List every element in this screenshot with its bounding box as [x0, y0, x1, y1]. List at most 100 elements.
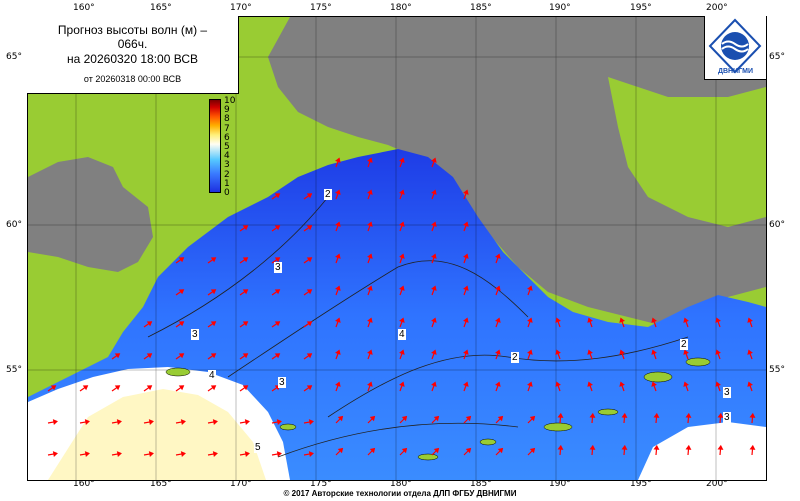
- wave-arrow-head: [244, 419, 250, 425]
- lon-tick-bottom: 175°: [310, 479, 332, 489]
- wave-arrow-head: [306, 257, 313, 263]
- lat-tick-right: 65°: [769, 52, 785, 62]
- title-forecast: Прогноз высоты волн (м) – 066ч.: [27, 23, 238, 51]
- wave-arrow-head: [495, 253, 501, 259]
- colorbar-tick: 10: [224, 96, 236, 106]
- wave-arrow-head: [399, 285, 405, 291]
- wave-arrow-head: [651, 349, 657, 355]
- contour-label: 5: [254, 442, 262, 453]
- colorbar-tick: 9: [224, 105, 230, 116]
- wave-arrow-head: [212, 451, 218, 457]
- wave-arrow-head: [306, 321, 313, 327]
- lon-tick-bottom: 185°: [470, 479, 492, 489]
- lon-tick-top: 200°: [706, 3, 728, 13]
- wave-arrow-head: [399, 157, 405, 163]
- wave-arrow-head: [367, 381, 373, 387]
- wave-arrow-head: [431, 189, 437, 195]
- wave-arrow-head: [529, 415, 536, 422]
- wave-arrow-head: [431, 285, 437, 291]
- lon-tick-top: 175°: [310, 3, 332, 13]
- wave-globe-logo-icon: [708, 18, 762, 74]
- copyright-footer: © 2017 Авторские технологии отдела ДЛП Ф…: [283, 489, 517, 498]
- logo-text: ДВНИГМИ: [718, 68, 753, 75]
- wave-arrow-head: [335, 349, 341, 355]
- wave-arrow-head: [337, 447, 344, 454]
- wave-arrow-head: [212, 419, 218, 425]
- wave-arrow-head: [148, 451, 154, 457]
- wave-arrow-head: [557, 412, 564, 418]
- title-forecast-text: Прогноз высоты волн (м) –: [57, 23, 208, 37]
- wave-arrow-head: [242, 289, 249, 295]
- wave-arrow-head: [367, 221, 373, 227]
- wave-arrow-head: [683, 381, 689, 387]
- wave-arrow-head: [587, 317, 593, 323]
- wave-arrow-head: [146, 353, 153, 359]
- wave-arrow-head: [495, 381, 501, 387]
- title-box: Прогноз высоты волн (м) – 066ч. на 20260…: [27, 16, 239, 94]
- wave-arrow-head: [653, 412, 660, 418]
- contour-label: 4: [398, 329, 406, 340]
- wave-arrow-head: [210, 353, 217, 359]
- lat-tick-left: 60°: [6, 220, 22, 230]
- wave-arrow-head: [589, 444, 596, 450]
- wave-arrow-head: [399, 253, 405, 259]
- wave-arrow-head: [50, 385, 57, 391]
- wave-arrow-head: [399, 381, 405, 387]
- wave-arrow-head: [210, 257, 217, 263]
- wave-arrow-head: [621, 444, 628, 450]
- lon-tick-bottom: 200°: [706, 479, 728, 489]
- wave-arrow-head: [367, 157, 373, 163]
- colorbar-tick: 2: [224, 169, 230, 180]
- wave-arrow-head: [335, 285, 341, 291]
- wave-arrow-head: [715, 349, 721, 355]
- wave-arrow-head: [527, 317, 533, 323]
- wave-arrow-head: [685, 412, 692, 418]
- wave-arrow-head: [84, 451, 90, 457]
- wave-arrow-head: [244, 451, 250, 457]
- wave-arrow-head: [431, 221, 437, 227]
- contour-label: 2: [680, 339, 688, 350]
- wave-arrow-head: [497, 415, 504, 422]
- wave-arrow-head: [651, 317, 657, 323]
- wave-arrow-head: [653, 444, 660, 450]
- wave-arrow-head: [401, 447, 408, 454]
- contour-label: 3: [274, 262, 282, 273]
- wave-zone-yellow: [48, 389, 266, 480]
- ice-region-west: [28, 157, 153, 272]
- wave-arrow-head: [306, 193, 313, 199]
- wave-arrow-head: [178, 353, 185, 359]
- wave-arrow-head: [367, 253, 373, 259]
- wave-arrow-head: [463, 189, 469, 195]
- wave-arrow-head: [52, 419, 58, 425]
- wave-arrow-head: [114, 385, 121, 391]
- wave-arrow-head: [367, 189, 373, 195]
- lon-tick-bottom: 165°: [150, 479, 172, 489]
- wave-arrow-head: [148, 419, 154, 425]
- wave-arrow-head: [717, 412, 724, 418]
- contour-label: 2: [324, 189, 332, 200]
- wave-arrow-head: [82, 385, 89, 391]
- wave-arrow-head: [715, 317, 721, 323]
- contour-label: 2: [511, 352, 519, 363]
- wave-arrow-head: [52, 451, 58, 457]
- wave-arrow-head: [369, 415, 376, 422]
- wave-direction-arrows: [47, 157, 756, 457]
- wave-arrow-head: [619, 381, 625, 387]
- wave-arrow-head: [555, 381, 561, 387]
- wave-arrow-head: [399, 349, 405, 355]
- wave-arrow-head: [146, 321, 153, 327]
- contour-lines: [147, 196, 689, 458]
- wave-arrow-head: [274, 321, 281, 327]
- contour-label: 3: [723, 412, 731, 423]
- wave-arrow-head: [683, 349, 689, 355]
- wave-arrow-head: [401, 415, 408, 422]
- wave-arrow-head: [242, 385, 249, 391]
- wave-arrow-head: [180, 451, 186, 457]
- wave-arrow-head: [495, 349, 501, 355]
- wave-arrow-head: [749, 412, 756, 418]
- wave-arrow-head: [178, 289, 185, 295]
- lon-tick-bottom: 195°: [630, 479, 652, 489]
- wave-arrow-head: [274, 257, 281, 263]
- wave-arrow-head: [463, 381, 469, 387]
